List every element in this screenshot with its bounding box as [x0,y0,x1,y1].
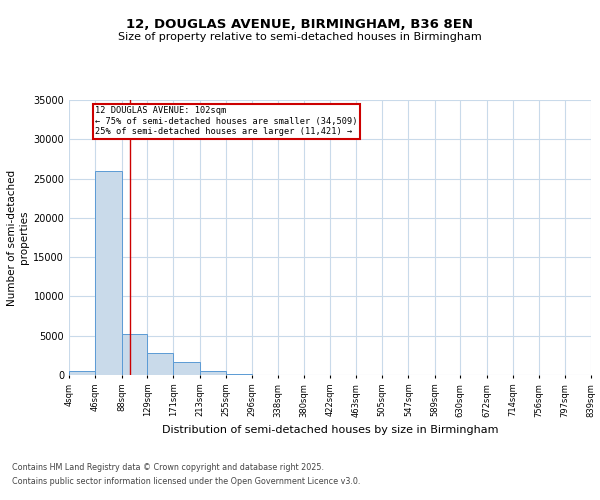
Bar [122,334,147,375]
Bar [173,362,200,375]
Text: Contains public sector information licensed under the Open Government Licence v3: Contains public sector information licen… [12,477,361,486]
Text: Size of property relative to semi-detached houses in Birmingham: Size of property relative to semi-detach… [118,32,482,42]
X-axis label: Distribution of semi-detached houses by size in Birmingham: Distribution of semi-detached houses by … [162,425,498,435]
Bar [69,371,95,375]
Bar [226,374,251,375]
Text: 12, DOUGLAS AVENUE, BIRMINGHAM, B36 8EN: 12, DOUGLAS AVENUE, BIRMINGHAM, B36 8EN [127,18,473,30]
Text: Contains HM Land Registry data © Crown copyright and database right 2025.: Contains HM Land Registry data © Crown c… [12,464,324,472]
Y-axis label: Number of semi-detached
properties: Number of semi-detached properties [7,170,29,306]
Bar [200,371,226,375]
Text: 12 DOUGLAS AVENUE: 102sqm
← 75% of semi-detached houses are smaller (34,509)
25%: 12 DOUGLAS AVENUE: 102sqm ← 75% of semi-… [95,106,358,136]
Bar [95,170,122,375]
Bar [147,353,173,375]
